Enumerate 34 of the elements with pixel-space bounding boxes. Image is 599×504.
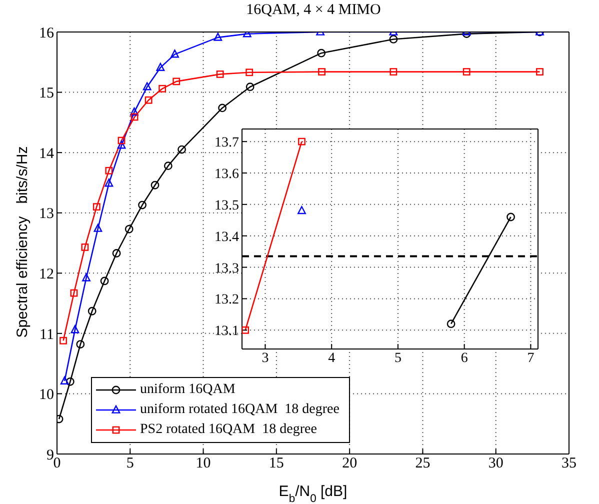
y-tick-label: 10 xyxy=(39,387,54,404)
x-tick-label: 5 xyxy=(126,456,134,472)
x-tick-label: 3 xyxy=(262,350,269,366)
x-tick-label: 10 xyxy=(196,456,211,472)
x-tick-label: 6 xyxy=(460,350,468,366)
chart-title: 16QAM, 4 × 4 MIMO xyxy=(245,2,382,19)
y-tick-label: 11 xyxy=(40,326,54,343)
y-tick-label: 9 xyxy=(46,447,54,464)
y-tick-label: 13.6 xyxy=(214,166,239,182)
x-tick-label: 5 xyxy=(394,350,402,366)
y-tick-label: 13.2 xyxy=(214,292,239,308)
y-tick-label: 13 xyxy=(39,206,54,222)
y-tick-label: 13.3 xyxy=(214,261,239,276)
x-tick-label: 30 xyxy=(488,456,504,472)
legend-label: uniform rotated 16QAM 18 degree xyxy=(140,402,340,418)
legend-label: uniform 16QAM xyxy=(140,382,236,398)
x-tick-label: 35 xyxy=(562,456,576,472)
x-tick-label: 15 xyxy=(268,456,284,472)
x-tick-label: 4 xyxy=(328,350,336,366)
y-tick-label: 13.4 xyxy=(214,230,239,245)
y-tick-label: 16 xyxy=(39,25,54,42)
y-tick-label: 13.1 xyxy=(214,324,239,340)
y-tick-label: 14 xyxy=(39,146,54,162)
y-tick-label: 12 xyxy=(39,266,54,282)
y-tick-label: 15 xyxy=(39,86,54,102)
x-axis-title: E$_{b}$/N$_{0}$ [dB] xyxy=(278,483,348,504)
x-tick-label: 0 xyxy=(53,456,61,472)
x-tick-label: 7 xyxy=(527,350,534,366)
y-tick-label: 13.7 xyxy=(214,136,239,151)
x-tick-label: 20 xyxy=(342,456,358,472)
y-tick-label: 13.5 xyxy=(214,198,239,214)
legend-label: PS2 rotated 16QAM 18 degree xyxy=(140,422,317,438)
y-axis-title: Spectral efficiency bits/s/Hz xyxy=(14,146,31,338)
x-tick-label: 25 xyxy=(415,456,430,472)
